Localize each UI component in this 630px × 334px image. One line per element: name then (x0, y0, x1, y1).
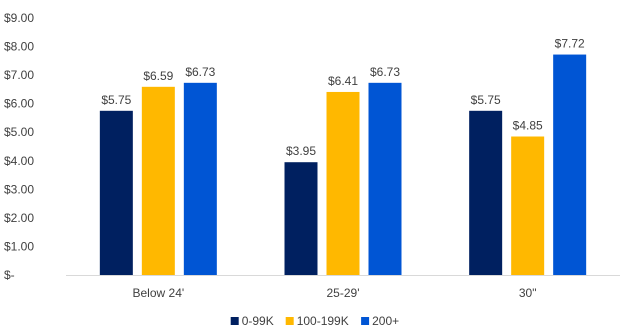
legend-swatch (285, 317, 294, 325)
legend-label: 0-99K (242, 314, 274, 328)
y-tick-label: $3.00 (4, 182, 34, 196)
bar-0-99k-1 (284, 162, 318, 275)
y-tick-label: $4.00 (4, 154, 34, 168)
y-tick-label: $8.00 (4, 40, 34, 54)
legend-label: 200+ (372, 314, 399, 328)
data-label: $6.73 (185, 65, 215, 79)
y-tick-label: $- (4, 268, 15, 282)
bar-100-199k-2 (511, 136, 545, 275)
bar-100-199k-1 (326, 91, 360, 275)
data-label: $4.85 (513, 119, 543, 133)
legend-swatch (361, 317, 370, 325)
category-label: 25-29' (327, 286, 360, 300)
legend-label: 100-199K (297, 314, 349, 328)
bar-200--1 (368, 82, 402, 276)
data-label: $6.73 (370, 65, 400, 79)
y-tick-label: $9.00 (4, 11, 34, 25)
y-tick-label: $5.00 (4, 125, 34, 139)
bar-0-99k-0 (99, 110, 133, 275)
data-label: $5.75 (471, 93, 501, 107)
y-tick-label: $2.00 (4, 211, 34, 225)
category-label: 30" (519, 286, 537, 300)
bar-100-199k-0 (141, 86, 175, 276)
data-label: $3.95 (286, 144, 316, 158)
category-label: Below 24' (133, 286, 185, 300)
bar-200--0 (183, 82, 217, 276)
data-label: $7.72 (555, 37, 585, 51)
y-tick-label: $1.00 (4, 239, 34, 253)
data-label: $6.59 (143, 69, 173, 83)
data-label: $5.75 (101, 93, 131, 107)
legend-swatch (230, 317, 239, 325)
bar-0-99k-2 (469, 110, 503, 275)
y-tick-label: $6.00 (4, 97, 34, 111)
bar-200--2 (553, 54, 587, 275)
data-label: $6.41 (328, 74, 358, 88)
y-tick-label: $7.00 (4, 68, 34, 82)
